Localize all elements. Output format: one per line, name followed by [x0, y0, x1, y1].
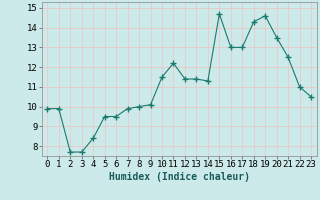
X-axis label: Humidex (Indice chaleur): Humidex (Indice chaleur)	[109, 172, 250, 182]
